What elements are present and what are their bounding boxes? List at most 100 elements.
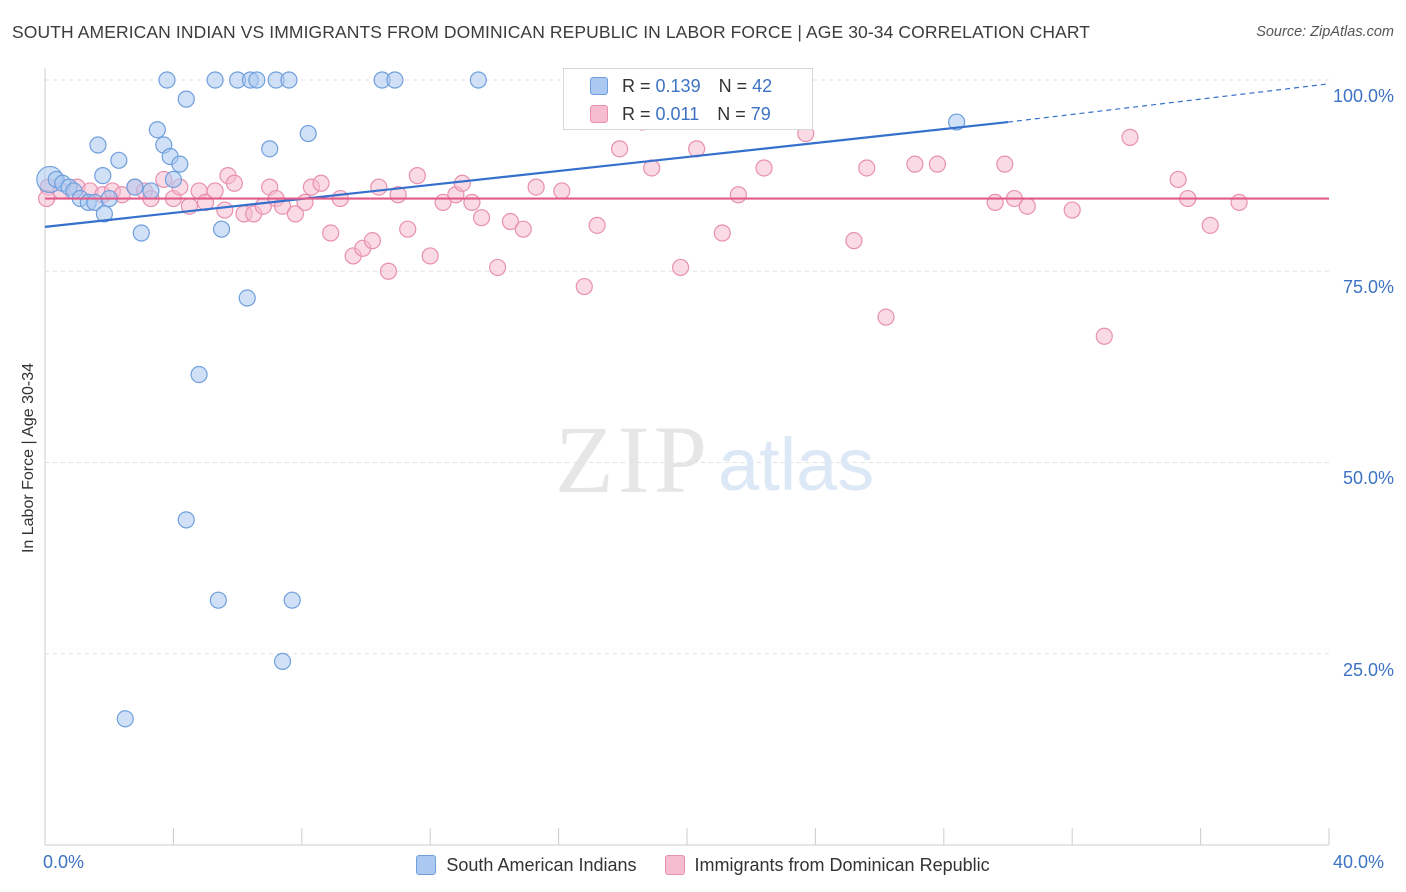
- y-tick-50: 50.0%: [1342, 468, 1394, 488]
- legend-label: Immigrants from Dominican Republic: [694, 854, 990, 875]
- data-point-dominican: [877, 308, 895, 326]
- y-tick-75: 75.0%: [1342, 277, 1394, 297]
- data-point-south-american-indian: [261, 140, 279, 158]
- gridlines: [45, 79, 1329, 655]
- legend-n-value: 79: [750, 103, 771, 124]
- data-point-dominican: [906, 155, 924, 173]
- legend-swatch-blue: [590, 77, 608, 95]
- series-south-american-indians: [36, 71, 966, 728]
- data-point-dominican: [575, 277, 593, 296]
- data-point-south-american-indian: [299, 124, 317, 143]
- data-point-dominican: [296, 193, 314, 211]
- data-point-dominican: [514, 220, 532, 238]
- data-point-south-american-indian: [89, 136, 107, 154]
- data-point-south-american-indian: [126, 178, 144, 196]
- data-point-south-american-indian: [94, 167, 112, 185]
- data-point-south-american-indian: [212, 220, 231, 238]
- y-tick-25: 25.0%: [1342, 660, 1394, 680]
- legend-r-value: 0.011: [655, 103, 700, 124]
- data-point-south-american-indian: [280, 71, 298, 89]
- data-point-dominican: [379, 262, 398, 280]
- y-axis-label: In Labor Force | Age 30-34: [20, 362, 37, 554]
- data-point-south-american-indian: [110, 151, 128, 169]
- data-point-dominican: [399, 220, 417, 238]
- data-point-dominican: [408, 167, 426, 185]
- legend-n-value: 42: [752, 75, 773, 96]
- watermark-atlas: atlas: [718, 423, 874, 506]
- data-point-dominican: [610, 140, 629, 158]
- data-point-dominican: [1121, 128, 1139, 146]
- legend-r-label: R =: [622, 103, 651, 124]
- trend-line-blue: [44, 120, 1009, 228]
- data-point-south-american-indian: [171, 155, 189, 173]
- data-point-dominican: [312, 174, 330, 192]
- trend-lines: [44, 83, 1330, 228]
- data-point-dominican: [322, 224, 340, 242]
- data-point-south-american-indian: [132, 224, 150, 242]
- legend-swatch-pink: [664, 855, 685, 875]
- watermark-zip: ZIP: [555, 406, 711, 513]
- data-point-dominican: [206, 182, 224, 200]
- data-point-dominican: [671, 258, 690, 277]
- data-point-dominican: [1018, 197, 1036, 215]
- data-point-south-american-indian: [238, 289, 256, 307]
- data-point-dominican: [1201, 216, 1219, 234]
- data-point-south-american-indian: [283, 591, 301, 609]
- chart-title: SOUTH AMERICAN INDIAN VS IMMIGRANTS FROM…: [12, 22, 1091, 42]
- data-point-south-american-indian: [948, 113, 966, 131]
- data-point-dominican: [421, 247, 439, 265]
- data-point-south-american-indian: [148, 121, 166, 139]
- data-point-dominican: [1095, 327, 1113, 345]
- x-tick-max: 40.0%: [1333, 852, 1385, 872]
- data-point-dominican: [553, 182, 571, 200]
- data-point-south-american-indian: [158, 71, 176, 89]
- data-point-south-american-indian: [95, 205, 113, 223]
- data-point-south-american-indian: [177, 511, 195, 529]
- legend-r-value: 0.139: [655, 75, 701, 96]
- data-point-south-american-indian: [142, 182, 160, 200]
- data-point-dominican: [489, 258, 507, 277]
- data-point-dominican: [588, 216, 606, 234]
- legend-item-south-american-indians[interactable]: South American Indians: [416, 854, 637, 876]
- data-point-south-american-indian: [386, 71, 404, 89]
- data-point-dominican: [996, 155, 1014, 173]
- watermark: ZIP atlas: [555, 406, 874, 513]
- data-point-dominican: [858, 159, 876, 177]
- legend-n-label: N =: [717, 103, 746, 124]
- data-point-dominican: [472, 209, 491, 227]
- legend-swatch-blue: [416, 855, 437, 875]
- data-point-dominican: [501, 212, 520, 231]
- legend-swatch-pink: [590, 105, 608, 123]
- series-legend: South American Indians Immigrants from D…: [0, 852, 1406, 878]
- trend-line-blue-extension: [1007, 83, 1330, 123]
- data-point-dominican: [928, 155, 946, 173]
- y-tick-100: 100.0%: [1332, 86, 1394, 106]
- data-point-south-american-indian: [206, 71, 224, 89]
- legend-row-pink: R = 0.011 N = 79: [564, 102, 771, 126]
- data-point-south-american-indian: [248, 71, 266, 89]
- data-point-dominican: [286, 205, 304, 223]
- legend-n-label: N =: [718, 75, 748, 96]
- data-point-south-american-indian: [177, 90, 195, 108]
- data-point-south-american-indian: [209, 591, 227, 609]
- data-point-dominican: [370, 178, 388, 196]
- legend-r-label: R =: [622, 75, 651, 96]
- data-point-dominican: [453, 174, 471, 192]
- stats-legend: R = 0.139 N = 42 R = 0.011 N = 79: [563, 68, 813, 130]
- data-point-dominican: [225, 174, 243, 192]
- data-point-dominican: [216, 201, 234, 219]
- source-label: Source: ZipAtlas.com: [1256, 24, 1394, 40]
- data-point-dominican: [527, 178, 545, 196]
- data-point-dominican: [729, 186, 747, 204]
- legend-item-dominican-republic[interactable]: Immigrants from Dominican Republic: [664, 854, 990, 876]
- legend-label: South American Indians: [446, 854, 637, 875]
- data-point-dominican: [845, 232, 863, 250]
- data-point-dominican: [755, 159, 773, 177]
- data-point-dominican: [363, 232, 382, 250]
- data-point-dominican: [463, 193, 481, 211]
- data-point-south-american-indian: [469, 71, 487, 89]
- data-point-dominican: [1230, 193, 1248, 211]
- data-point-dominican: [713, 224, 731, 242]
- data-point-south-american-indian: [190, 365, 208, 384]
